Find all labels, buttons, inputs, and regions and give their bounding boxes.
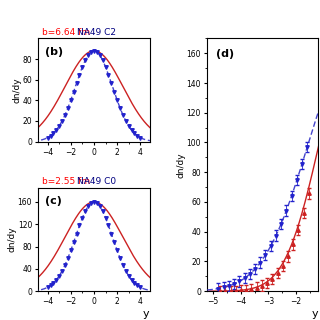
X-axis label: y: y bbox=[312, 309, 318, 319]
Text: b=2.55 fm: b=2.55 fm bbox=[42, 177, 90, 187]
Text: (b): (b) bbox=[45, 47, 63, 57]
Text: NA49 C2: NA49 C2 bbox=[77, 28, 116, 37]
Text: b=6.64 fm: b=6.64 fm bbox=[42, 28, 90, 37]
Y-axis label: dn/dy: dn/dy bbox=[12, 77, 21, 103]
Y-axis label: dn/dy: dn/dy bbox=[7, 227, 16, 252]
X-axis label: y: y bbox=[143, 309, 149, 319]
Y-axis label: dn/dy: dn/dy bbox=[176, 152, 185, 178]
Text: NA49 C0: NA49 C0 bbox=[77, 177, 116, 187]
Text: (c): (c) bbox=[45, 196, 62, 206]
Text: (d): (d) bbox=[216, 49, 234, 59]
